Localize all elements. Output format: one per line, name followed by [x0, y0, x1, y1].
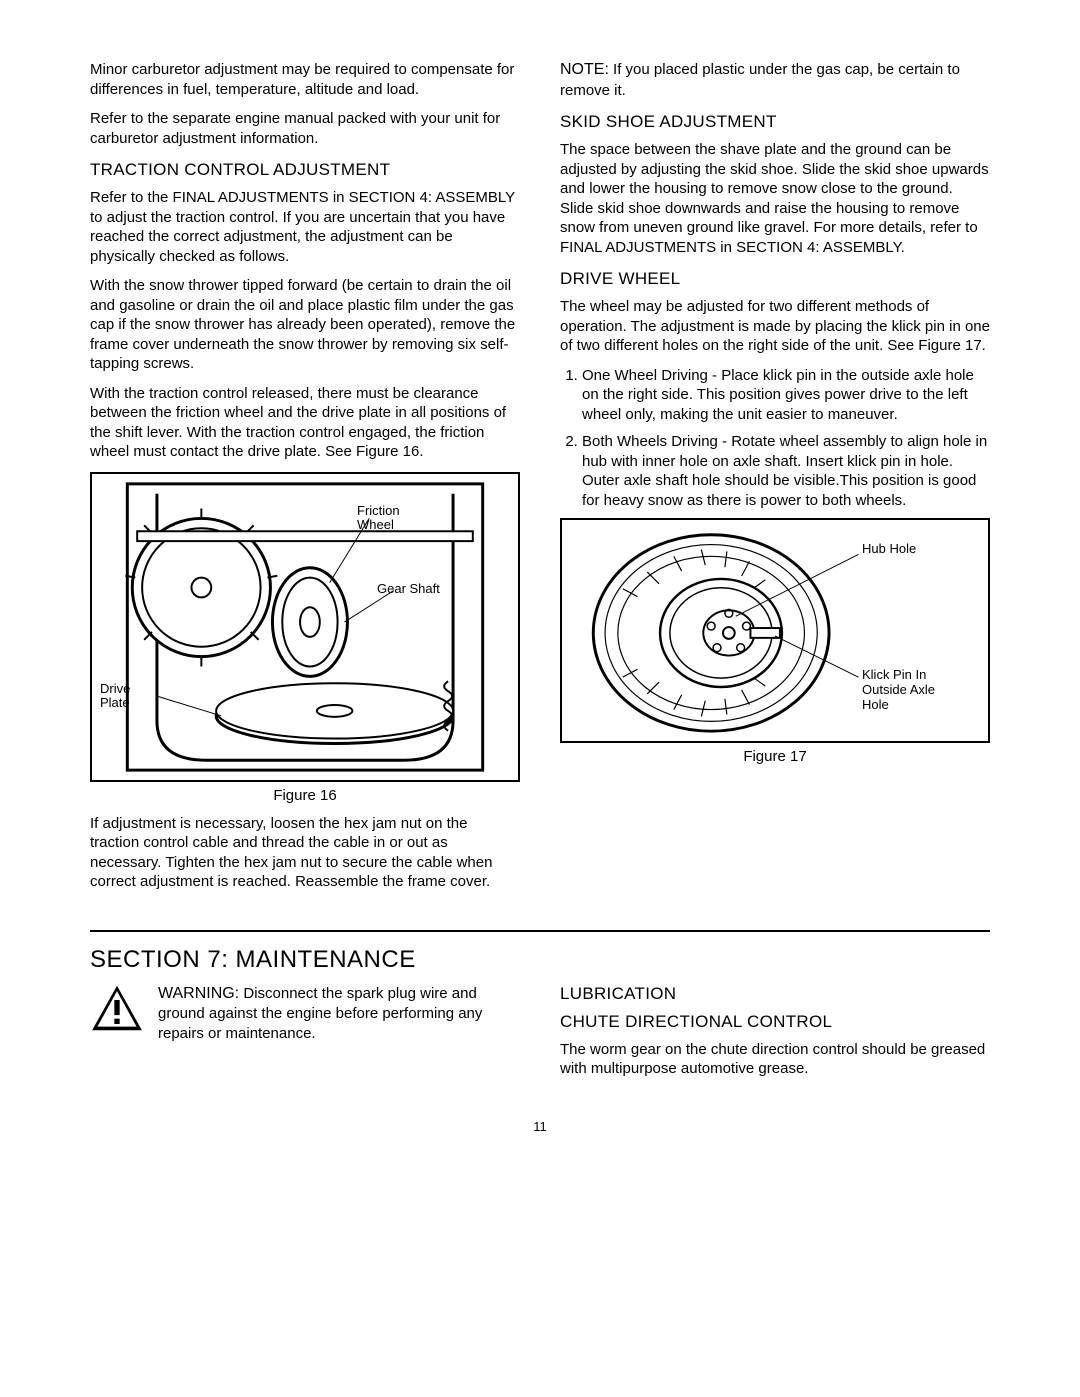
heading-skid-shoe: SKID SHOE ADJUSTMENT — [560, 112, 990, 132]
para-adjust-necessary: If adjustment is necessary, loosen the h… — [90, 814, 520, 892]
note-body: If you placed plastic under the gas cap,… — [560, 61, 960, 99]
list-item: Both Wheels Driving - Rotate wheel assem… — [582, 432, 990, 510]
heading-traction: TRACTION CONTROL ADJUSTMENT — [90, 160, 520, 180]
para-clearance: With the traction control released, ther… — [90, 384, 520, 462]
section-divider — [90, 930, 990, 932]
label-klick-pin: Klick Pin In Outside Axle Hole — [862, 668, 935, 713]
heading-lubrication: LUBRICATION — [560, 984, 990, 1004]
note-plastic: NOTE: If you placed plastic under the ga… — [560, 60, 990, 100]
drive-wheel-list: One Wheel Driving - Place klick pin in t… — [560, 366, 990, 511]
para-tipped-forward: With the snow thrower tipped forward (be… — [90, 276, 520, 374]
warning-icon — [90, 984, 144, 1037]
page-number: 11 — [90, 1119, 990, 1134]
section-7-title: SECTION 7: MAINTENANCE — [90, 946, 990, 974]
para-traction-ref: Refer to the FINAL ADJUSTMENTS in SECTIO… — [90, 188, 520, 266]
figure-16-caption: Figure 16 — [90, 787, 520, 804]
warning-lead: WARNING: — [158, 985, 239, 1002]
label-drive-plate: Drive Plate — [100, 682, 130, 712]
lower-right-column: LUBRICATION CHUTE DIRECTIONAL CONTROL Th… — [560, 984, 990, 1089]
para-drive-intro: The wheel may be adjusted for two differ… — [560, 297, 990, 356]
figure-16-svg — [92, 474, 518, 780]
para-engine-manual: Refer to the separate engine manual pack… — [90, 109, 520, 148]
label-hub-hole: Hub Hole — [862, 542, 916, 557]
warning-text: WARNING: Disconnect the spark plug wire … — [158, 984, 520, 1044]
right-column: NOTE: If you placed plastic under the ga… — [560, 60, 990, 902]
lower-left-column: WARNING: Disconnect the spark plug wire … — [90, 984, 520, 1089]
para-carb-adjust: Minor carburetor adjustment may be requi… — [90, 60, 520, 99]
figure-17-box: Hub Hole Klick Pin In Outside Axle Hole — [560, 518, 990, 743]
para-worm-gear: The worm gear on the chute direction con… — [560, 1040, 990, 1079]
figure-17-caption: Figure 17 — [560, 748, 990, 765]
note-lead: NOTE: — [560, 61, 609, 78]
upper-columns: Minor carburetor adjustment may be requi… — [90, 60, 990, 902]
warning-row: WARNING: Disconnect the spark plug wire … — [90, 984, 520, 1054]
label-gear-shaft: Gear Shaft — [377, 582, 440, 597]
left-column: Minor carburetor adjustment may be requi… — [90, 60, 520, 902]
lower-columns: WARNING: Disconnect the spark plug wire … — [90, 984, 990, 1089]
list-item: One Wheel Driving - Place klick pin in t… — [582, 366, 990, 425]
heading-chute-control: CHUTE DIRECTIONAL CONTROL — [560, 1012, 990, 1032]
figure-16-box: Friction Wheel Gear Shaft Drive Plate — [90, 472, 520, 782]
heading-drive-wheel: DRIVE WHEEL — [560, 269, 990, 289]
label-friction-wheel: Friction Wheel — [357, 504, 400, 534]
para-skid-shoe: The space between the shave plate and th… — [560, 140, 990, 257]
